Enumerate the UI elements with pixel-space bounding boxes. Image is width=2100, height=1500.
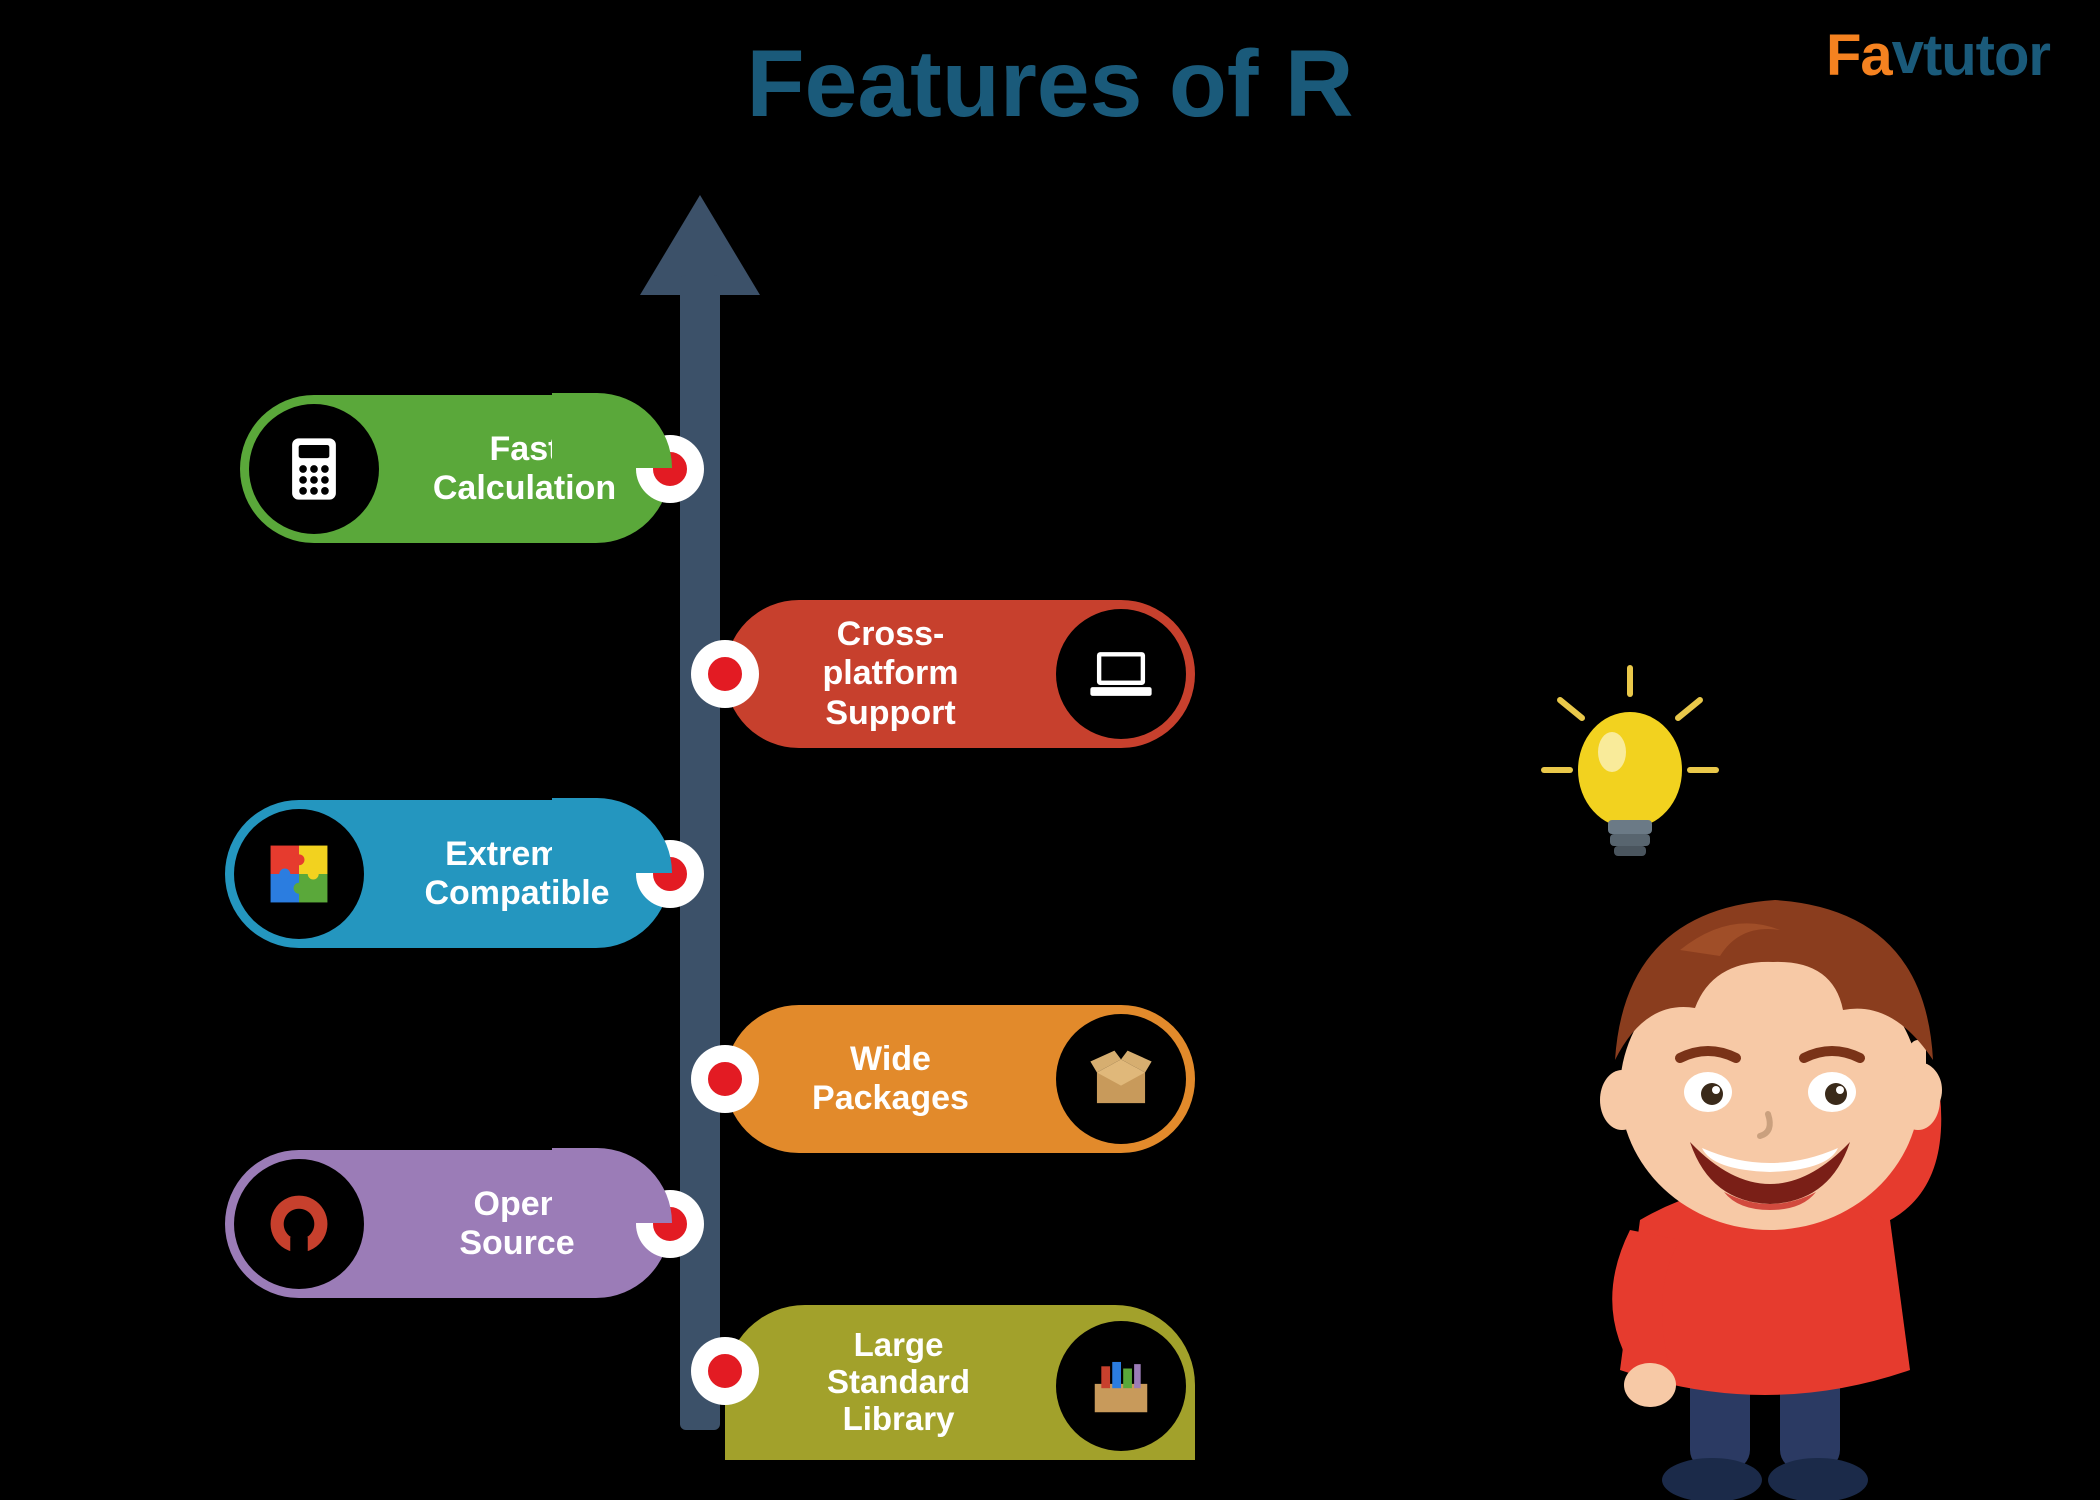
page-title: Features of R bbox=[0, 30, 2100, 139]
calculator-icon bbox=[249, 404, 379, 534]
timeline-pin bbox=[691, 1045, 759, 1113]
feature-fast-calculation: FastCalculation bbox=[240, 395, 670, 543]
feature-label: LargeStandardLibrary bbox=[725, 1327, 1056, 1438]
feature-extremely-compatible: ExtremlyCompatible bbox=[225, 800, 670, 948]
timeline-pin bbox=[636, 1190, 704, 1258]
logo-suffix: tutor bbox=[1923, 23, 2050, 88]
feature-open-source: OpenSource bbox=[225, 1150, 670, 1298]
feature-cross-platform: Cross-platformSupport bbox=[725, 600, 1195, 748]
library-icon bbox=[1056, 1321, 1186, 1451]
logo-prefix: Fa bbox=[1826, 23, 1892, 88]
feature-label: WidePackages bbox=[725, 1040, 1056, 1118]
feature-large-standard-library: LargeStandardLibrary bbox=[725, 1305, 1195, 1460]
timeline-pin bbox=[636, 435, 704, 503]
feature-label: Cross-platformSupport bbox=[725, 615, 1056, 732]
feature-label: FastCalculation bbox=[379, 430, 670, 508]
timeline-pin bbox=[636, 840, 704, 908]
brand-logo: Favtutor bbox=[1826, 22, 2050, 89]
boy-illustration bbox=[1480, 880, 2040, 1500]
laptop-icon bbox=[1056, 609, 1186, 739]
opensource-icon bbox=[234, 1159, 364, 1289]
puzzle-icon bbox=[234, 809, 364, 939]
feature-wide-packages: WidePackages bbox=[725, 1005, 1195, 1153]
feature-label: OpenSource bbox=[364, 1185, 670, 1263]
lightbulb-icon bbox=[1530, 660, 1730, 880]
box-icon bbox=[1056, 1014, 1186, 1144]
timeline-pin bbox=[691, 640, 759, 708]
feature-label: ExtremlyCompatible bbox=[364, 835, 670, 913]
timeline-pin bbox=[691, 1337, 759, 1405]
logo-v: v bbox=[1892, 20, 1923, 87]
